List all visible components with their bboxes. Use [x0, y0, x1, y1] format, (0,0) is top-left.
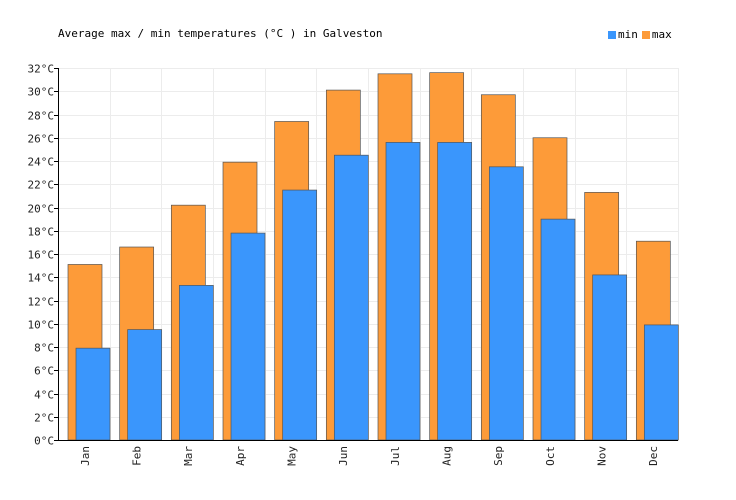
y-tick-label: 28°C [28, 110, 55, 123]
bar-min-feb [127, 329, 163, 441]
bar-min-oct [540, 218, 576, 441]
bar-min-sep [488, 166, 524, 441]
chart-title: Average max / min temperatures (°C ) in … [58, 27, 383, 40]
y-tick-label: 8°C [34, 342, 54, 355]
y-tick-label: 0°C [34, 435, 54, 448]
x-tick-label: May [286, 446, 299, 466]
y-tick-label: 22°C [28, 179, 55, 192]
y-tick-label: 10°C [28, 319, 55, 332]
y-tick-label: 4°C [34, 389, 54, 402]
bar-min-may [282, 189, 318, 441]
x-tick-label: Feb [131, 446, 144, 466]
y-tick-label: 24°C [28, 156, 55, 169]
bar-min-mar [178, 285, 214, 441]
bar-min-jun [333, 154, 369, 441]
x-tick-label: Dec [647, 446, 660, 466]
y-tick-label: 20°C [28, 203, 55, 216]
legend: min max [608, 28, 676, 41]
legend-label-max: max [651, 28, 672, 41]
y-tick-label: 16°C [28, 249, 55, 262]
bar-min-apr [230, 232, 266, 441]
x-tick-label: Sep [492, 446, 505, 466]
x-tick-label: Jul [389, 446, 402, 466]
legend-label-min: min [618, 28, 638, 41]
legend-swatch-max [641, 30, 650, 39]
bar-min-jul [385, 142, 421, 441]
y-tick-label: 18°C [28, 226, 55, 239]
bar-min-nov [592, 274, 628, 441]
y-tick-label: 12°C [28, 296, 55, 309]
y-tick-label: 30°C [28, 86, 55, 99]
bar-min-jan [75, 347, 111, 441]
x-tick-label: Nov [596, 446, 609, 466]
x-tick-label: Jan [79, 446, 92, 466]
y-tick-label: 32°C [28, 63, 55, 76]
x-tick-label: Apr [234, 446, 247, 466]
x-tick-label: Oct [544, 446, 557, 466]
legend-swatch-min [608, 30, 616, 39]
x-tick-label: Mar [182, 446, 195, 466]
bar-min-dec [643, 324, 679, 441]
x-tick-label: Aug [441, 446, 454, 466]
y-tick-label: 14°C [28, 272, 55, 285]
x-tick-label: Jun [337, 446, 350, 466]
y-tick-label: 26°C [28, 133, 55, 146]
bar-min-aug [437, 142, 473, 441]
y-tick-label: 6°C [34, 365, 54, 378]
y-tick-label: 2°C [34, 412, 54, 425]
